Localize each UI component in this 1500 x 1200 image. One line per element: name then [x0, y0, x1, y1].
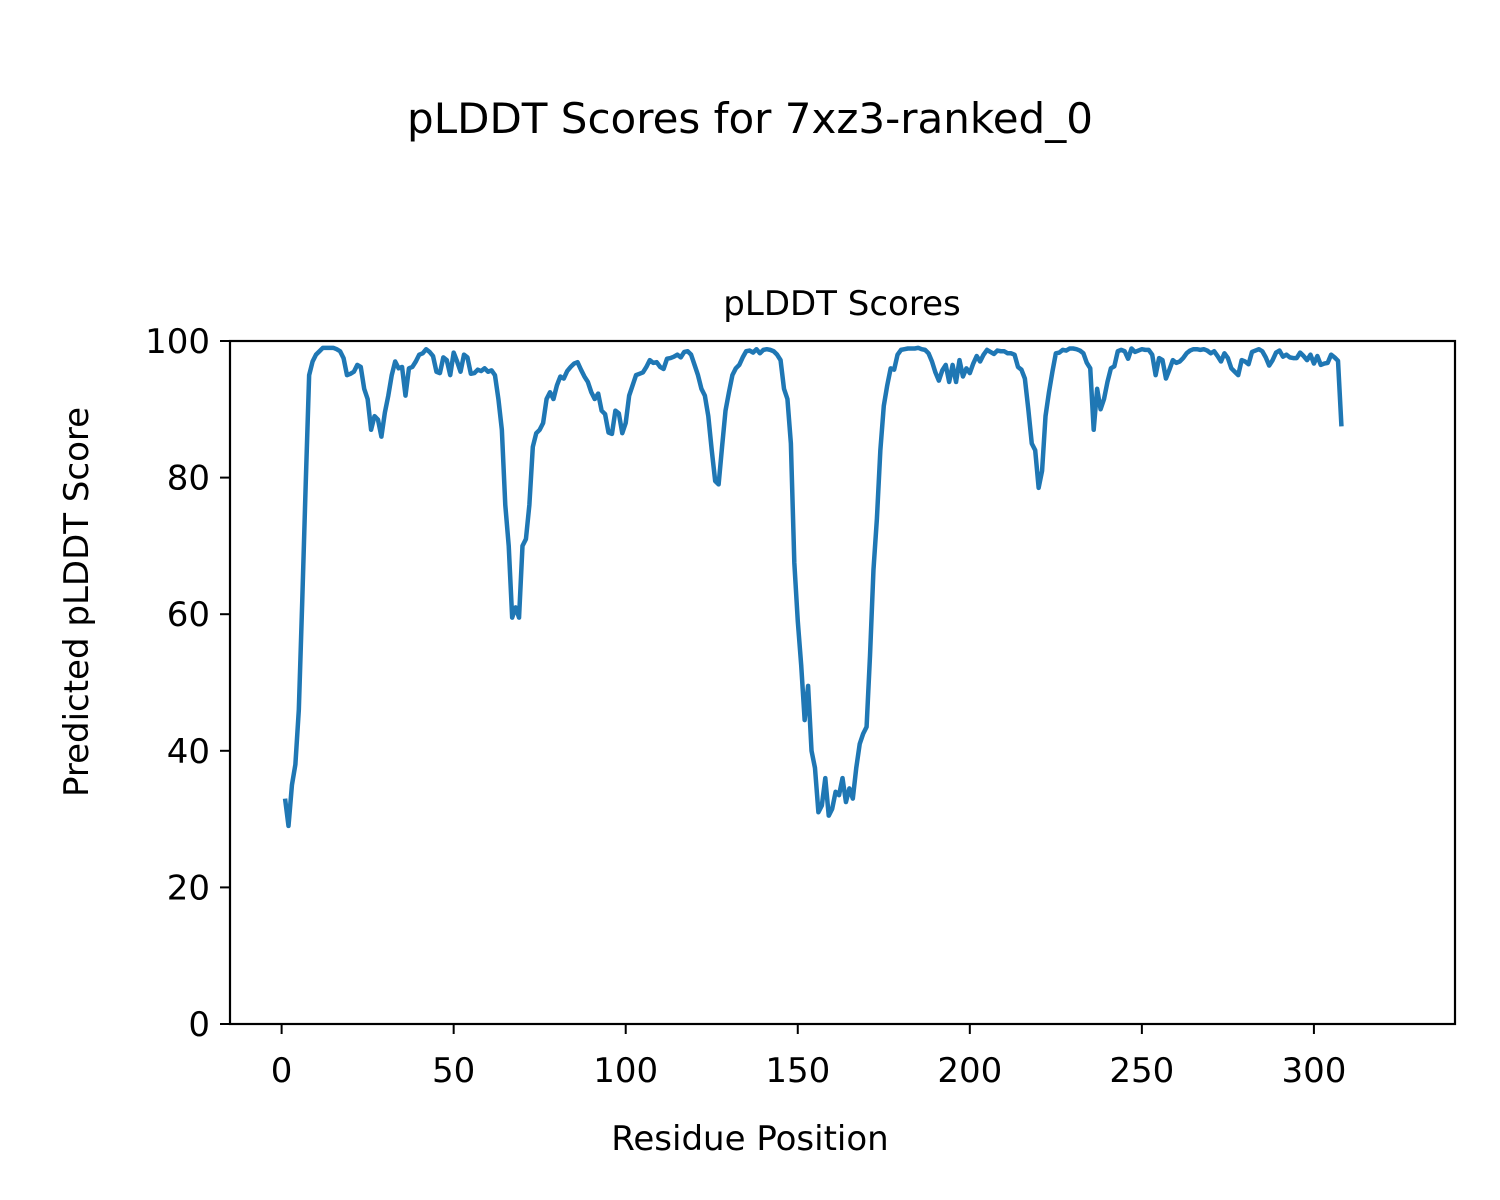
y-axis-ticks: 0 20 40 60 80 100	[145, 322, 230, 1045]
x-tick-label: 0	[271, 1051, 293, 1091]
x-tick-label: 50	[432, 1051, 475, 1091]
y-tick-label: 100	[145, 322, 210, 362]
x-axis-ticks: 0 50 100 150 200 250 300	[271, 1024, 1346, 1091]
figure-suptitle: pLDDT Scores for 7xz3-ranked_0	[407, 94, 1093, 143]
x-tick-label: 150	[765, 1051, 830, 1091]
y-tick-label: 40	[167, 732, 210, 772]
y-tick-label: 0	[188, 1005, 210, 1045]
axes-title: pLDDT Scores	[723, 284, 960, 324]
y-tick-label: 60	[167, 595, 210, 635]
y-axis-label: Predicted pLDDT Score	[57, 407, 97, 797]
x-tick-label: 250	[1109, 1051, 1174, 1091]
y-tick-label: 20	[167, 868, 210, 908]
y-tick-label: 80	[167, 459, 210, 499]
plot-area-frame	[228, 339, 1457, 1026]
x-tick-label: 200	[937, 1051, 1002, 1091]
x-tick-label: 300	[1281, 1051, 1346, 1091]
plddt-series-line	[282, 345, 1344, 829]
x-axis-label: Residue Position	[611, 1119, 888, 1159]
x-tick-label: 100	[593, 1051, 658, 1091]
